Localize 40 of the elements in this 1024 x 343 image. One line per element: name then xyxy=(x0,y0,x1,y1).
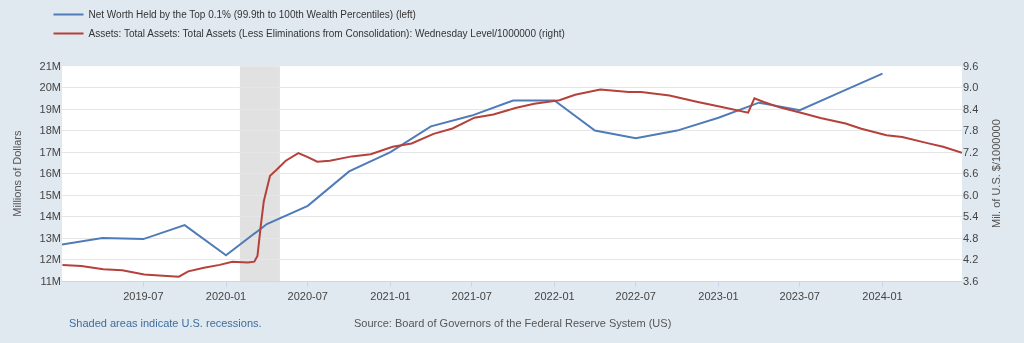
y2-tick-label: 7.2 xyxy=(963,145,979,158)
legend-label: Net Worth Held by the Top 0.1% (99.9th to 100th Wealth Percentiles) (left) xyxy=(88,9,416,21)
y-tick-label: 11M xyxy=(40,274,61,287)
y-tick-label: 15M xyxy=(39,188,61,201)
y-tick-label: 19M xyxy=(39,102,61,115)
y2-tick-label: 7.8 xyxy=(963,124,979,137)
y2-tick-label: 5.4 xyxy=(963,210,979,223)
y-tick-label: 16M xyxy=(39,167,61,180)
x-tick-label: 2022-01 xyxy=(534,290,575,303)
line-series xyxy=(62,88,962,278)
x-tick-label: 2020-01 xyxy=(205,290,247,303)
x-tick-label: 2020-07 xyxy=(287,290,328,303)
x-tick-label: 2023-07 xyxy=(779,290,820,303)
line-series xyxy=(62,72,884,257)
x-tick-label: 2021-07 xyxy=(451,290,492,303)
y2-tick-label: 4.2 xyxy=(963,253,979,266)
x-tick-label: 2024-01 xyxy=(862,290,903,303)
y2-tick-label: 3.6 xyxy=(963,274,979,287)
y-tick-label: 17M xyxy=(39,145,61,158)
x-tick-label: 2021-01 xyxy=(370,290,411,303)
y-tick-label: 21M xyxy=(39,60,61,72)
x-tick-label: 2023-01 xyxy=(698,290,739,303)
y2-tick-label: 6.6 xyxy=(963,167,979,180)
y2-tick-label: 9.0 xyxy=(963,81,979,94)
y-axis-title: Millions of Dollars xyxy=(11,129,24,217)
y-tick-label: 14M xyxy=(39,210,61,223)
source-note: Source: Board of Governors of the Federal Reserve System (US) xyxy=(354,317,672,329)
y2-tick-label: 9.6 xyxy=(963,60,979,72)
y2-tick-label: 6.0 xyxy=(963,188,979,201)
y-tick-label: 18M xyxy=(39,124,61,137)
y-tick-label: 13M xyxy=(39,231,61,244)
x-tick-label: 2022-07 xyxy=(615,290,656,303)
text: Shaded areas indicate U.S. recessions. xyxy=(69,317,262,329)
y2-tick-label: 8.4 xyxy=(963,102,979,115)
y-tick-label: 12M xyxy=(39,253,61,266)
x-tick-label: 2019-07 xyxy=(123,290,164,303)
y2-tick-label: 4.8 xyxy=(963,231,979,244)
y2-axis-title: Mil. of U.S. $/1000000 xyxy=(990,119,1003,228)
legend-label: Assets: Total Assets: Total Assets (Less Eliminations from Consolidation): Wednesday Level/1000000 (right) xyxy=(88,28,565,40)
y-tick-label: 20M xyxy=(39,81,61,94)
